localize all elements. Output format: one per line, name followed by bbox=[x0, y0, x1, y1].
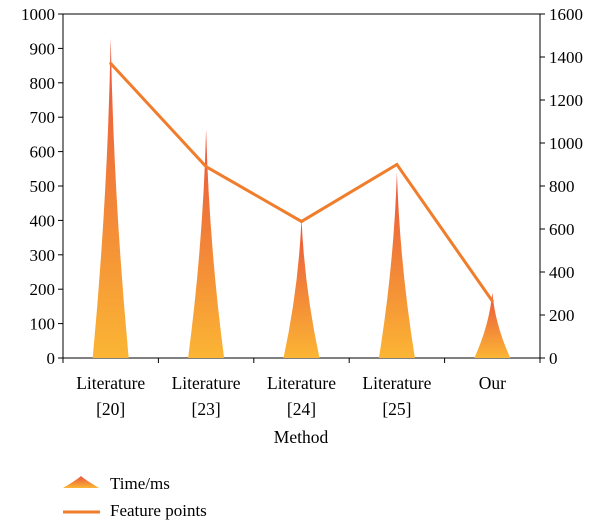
x-tick-label-line: [23] bbox=[192, 399, 221, 419]
bar-cone bbox=[378, 172, 415, 358]
x-tick-label-line: [20] bbox=[96, 399, 125, 419]
line-point bbox=[300, 219, 303, 223]
x-tick-label: Literature [20] bbox=[76, 373, 145, 419]
y-left-tick-label: 100 bbox=[30, 315, 56, 334]
x-tick-label: Literature [25] bbox=[362, 373, 431, 419]
bar-cone bbox=[92, 38, 129, 358]
y-left-tick-label: 200 bbox=[30, 280, 56, 299]
x-tick-label: Literature [23] bbox=[172, 373, 241, 419]
y-right-tick-label: 1200 bbox=[549, 91, 583, 110]
line-series bbox=[109, 61, 494, 303]
x-tick-label-line: Literature bbox=[362, 373, 431, 393]
y-right-tick-label: 1400 bbox=[549, 48, 583, 67]
x-tick-label-line: [24] bbox=[287, 399, 316, 419]
bar-cone bbox=[283, 218, 320, 358]
y-left-tick-label: 800 bbox=[30, 74, 56, 93]
y-left-tick-label: 0 bbox=[47, 349, 56, 368]
y-right-tick-label: 1600 bbox=[549, 5, 583, 24]
x-tick-label-line: Literature bbox=[172, 373, 241, 393]
y-right-tick-label: 1000 bbox=[549, 134, 583, 153]
bar-cone bbox=[188, 129, 225, 358]
y-left-tick-label: 900 bbox=[30, 39, 56, 58]
x-tick-label-line: Our bbox=[479, 373, 506, 393]
y-left-tick-label: 1000 bbox=[21, 5, 55, 24]
bar-cone bbox=[474, 292, 511, 358]
line-point bbox=[109, 61, 113, 65]
y-right-tick-label: 0 bbox=[549, 349, 558, 368]
legend-bar-swatch bbox=[63, 476, 99, 488]
x-tick-label-line: Literature bbox=[76, 373, 145, 393]
y-left-tick-label: 600 bbox=[30, 143, 56, 162]
y-right-tick-label: 600 bbox=[549, 220, 575, 239]
legend-label-time: Time/ms bbox=[110, 474, 170, 493]
y-right-tick-label: 400 bbox=[549, 263, 575, 282]
y-right-tick-label: 800 bbox=[549, 177, 575, 196]
line-point bbox=[490, 299, 494, 303]
line-point bbox=[395, 163, 399, 166]
axes: 0 100 200 300 400 500 600 700 800 900 1000 0 200 400 6… bbox=[21, 5, 583, 419]
y-right-tick-label: 200 bbox=[549, 306, 575, 325]
x-tick-label-line: Literature bbox=[267, 373, 336, 393]
line-point bbox=[204, 165, 208, 169]
y-left-tick-label: 700 bbox=[30, 108, 56, 127]
y-left-tick-label: 400 bbox=[30, 211, 56, 230]
y-left-tick-label: 500 bbox=[30, 177, 56, 196]
x-tick-label: Literature [24] bbox=[267, 373, 336, 419]
x-tick-label-line: [25] bbox=[382, 399, 411, 419]
x-tick-label: Our bbox=[479, 373, 506, 393]
legend: Time/ms Feature points bbox=[63, 474, 207, 520]
bars-series bbox=[92, 38, 511, 358]
y-left-tick-label: 300 bbox=[30, 246, 56, 265]
legend-label-feature: Feature points bbox=[110, 501, 207, 520]
x-axis-title: Method bbox=[274, 427, 329, 447]
